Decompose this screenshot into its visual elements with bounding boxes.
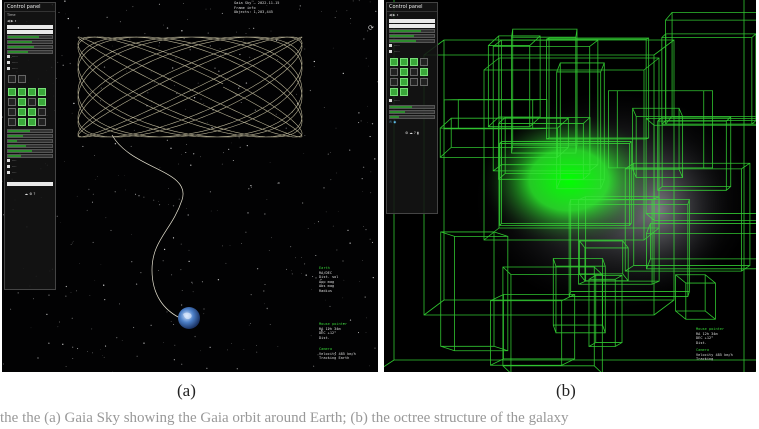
time-controls-b[interactable]: ◀ ▶ ⏸ (389, 13, 399, 17)
focus-info: Earth RA/DEC Dist. sol App mag Abs mag R… (319, 266, 339, 293)
milkyway-toggle-icon-b[interactable] (420, 78, 428, 86)
paper-text-line: the the (a) Gaia Sky showing the Gaia or… (0, 410, 569, 426)
mouse-pointer-info: Mouse pointer RA 12h 34m DEC +12° Dist. (319, 322, 348, 340)
camera-speed-input[interactable] (7, 30, 53, 34)
screenshot-b: Control panel ◀ ▶ ⏸ ····· ····· ····· ☉ … (384, 0, 756, 372)
visibility-buttons-b (389, 57, 435, 97)
frame-output-toggle-b[interactable]: ····· (389, 99, 435, 104)
control-panel: Control panel Time ◀ ▶ ⏸ ····· ····· ···… (4, 2, 56, 290)
caption-b: (b) (556, 381, 576, 400)
space-view-a (2, 0, 378, 372)
orbits-toggle-icon[interactable] (38, 98, 46, 106)
grid-toggle-icon-b[interactable] (390, 78, 398, 86)
galaxies-toggle-icon[interactable] (28, 98, 36, 106)
fov-slider[interactable] (7, 35, 53, 39)
boundaries-toggle-icon[interactable] (28, 108, 36, 116)
time-label: Time (7, 13, 16, 17)
octree-view-b (384, 0, 756, 372)
gaia-trajectory (111, 134, 184, 319)
star-size-slider-b[interactable] (389, 110, 435, 114)
camera-speed-slider[interactable] (7, 40, 53, 44)
stars-toggle-icon[interactable] (8, 88, 16, 96)
camera-speed-slider-b[interactable] (389, 34, 435, 38)
satellites-toggle-icon[interactable] (38, 88, 46, 96)
visibility-buttons (7, 87, 53, 127)
asteroids-toggle-icon[interactable] (8, 98, 16, 106)
moons-toggle-icon-b[interactable] (410, 58, 418, 66)
contrast-slider[interactable] (7, 154, 53, 158)
control-panel-title-b: Control panel (387, 3, 437, 12)
search-object-input[interactable] (7, 182, 53, 186)
octree-toggle-icon-b[interactable] (390, 88, 398, 96)
light-glow-toggle[interactable]: ···· (7, 171, 53, 176)
planets-toggle-icon-b[interactable] (400, 58, 408, 66)
caption-a: (a) (177, 381, 196, 400)
star-brightness-slider[interactable] (7, 129, 53, 133)
gaia-orbit-path (77, 36, 303, 138)
effects-toggle-icon[interactable] (28, 118, 36, 126)
rotation-speed-slider[interactable] (7, 45, 53, 49)
motion-blur-toggle[interactable]: ···· (7, 159, 53, 164)
orbits-toggle-icon-b[interactable] (420, 68, 428, 76)
meshes-toggle-icon[interactable] (38, 118, 46, 126)
moons-toggle-icon[interactable] (28, 88, 36, 96)
camera-mode-select-b[interactable] (389, 19, 435, 23)
time-controls[interactable]: ◀ ▶ ⏸ (7, 19, 17, 23)
labels-toggle-icon[interactable] (18, 98, 26, 106)
constellations-toggle-icon-b[interactable] (400, 78, 408, 86)
cinematic-toggle[interactable]: ····· (7, 55, 53, 60)
cinematic-toggle-b[interactable]: ····· (389, 44, 435, 49)
pointer-icons-b[interactable]: ☉ ◉ (389, 120, 397, 124)
fov-slider-b[interactable] (389, 29, 435, 33)
camera-info-b: Camera Velocity 485 km/h Tracking (696, 348, 733, 362)
rotation-speed-slider-b[interactable] (389, 39, 435, 43)
labels-toggle-icon-b[interactable] (400, 68, 408, 76)
turn-speed-slider[interactable] (7, 50, 53, 54)
camera-mode-select[interactable] (7, 25, 53, 29)
stereo-icon[interactable] (8, 75, 16, 83)
bloom-slider[interactable] (7, 144, 53, 148)
constellations-toggle-icon[interactable] (18, 108, 26, 116)
satellites-toggle-icon-b[interactable] (420, 58, 428, 66)
bottom-icons[interactable]: ☁ ⚙ ? (24, 192, 36, 196)
brightness-slider[interactable] (7, 149, 53, 153)
star-size-slider[interactable] (7, 134, 53, 138)
milkyway-toggle-icon[interactable] (38, 108, 46, 116)
camera-info: Camera Velocity 485 km/h Tracking Earth (319, 347, 356, 361)
mouse-pointer-info-b: Mouse pointer RA 12h 34m DEC +12° Dist. (696, 327, 725, 345)
reload-icon[interactable]: ⟳ (368, 24, 374, 32)
boundaries-toggle-icon-b[interactable] (410, 78, 418, 86)
star-brightness-slider-b[interactable] (389, 105, 435, 109)
control-panel-title: Control panel (5, 3, 55, 12)
ambient-light-slider-b[interactable] (389, 115, 435, 119)
stars-toggle-icon-b[interactable] (390, 58, 398, 66)
clusters-toggle-icon[interactable] (18, 118, 26, 126)
asteroids-toggle-icon-b[interactable] (390, 68, 398, 76)
control-panel-b: Control panel ◀ ▶ ⏸ ····· ····· ····· ☉ … (386, 2, 438, 214)
lock-focus-toggle-b[interactable]: ····· (389, 50, 435, 55)
lock-focus-toggle[interactable]: ····· (7, 67, 53, 72)
clusters-toggle-icon-b[interactable] (400, 88, 408, 96)
record-icon[interactable] (18, 75, 26, 83)
planets-toggle-icon[interactable] (18, 88, 26, 96)
lens-flare-toggle[interactable]: ···· (7, 165, 53, 170)
atmospheres-toggle-icon[interactable] (8, 118, 16, 126)
grid-toggle-icon[interactable] (8, 108, 16, 116)
screenshot-a: Gaia Sky — 2022-11-15 Frame info Objects… (2, 0, 378, 372)
camera-speed-input-b[interactable] (389, 24, 435, 28)
top-info-readout: Gaia Sky — 2022-11-15 Frame info Objects… (234, 1, 280, 15)
bottom-icons-b[interactable]: ⚙ ☁ ? ▮ (405, 131, 419, 135)
lock-orientation-toggle[interactable]: ····· (7, 61, 53, 66)
ambient-light-slider[interactable] (7, 139, 53, 143)
galaxies-toggle-icon-b[interactable] (410, 68, 418, 76)
